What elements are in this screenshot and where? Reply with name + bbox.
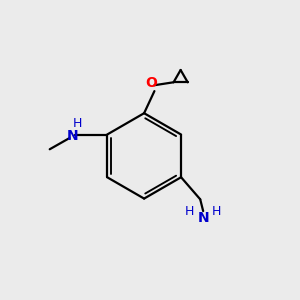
- Text: N: N: [67, 129, 78, 143]
- Text: H: H: [72, 117, 82, 130]
- Text: H: H: [212, 206, 221, 218]
- Text: H: H: [185, 206, 195, 218]
- Text: O: O: [146, 76, 158, 90]
- Text: N: N: [197, 212, 209, 226]
